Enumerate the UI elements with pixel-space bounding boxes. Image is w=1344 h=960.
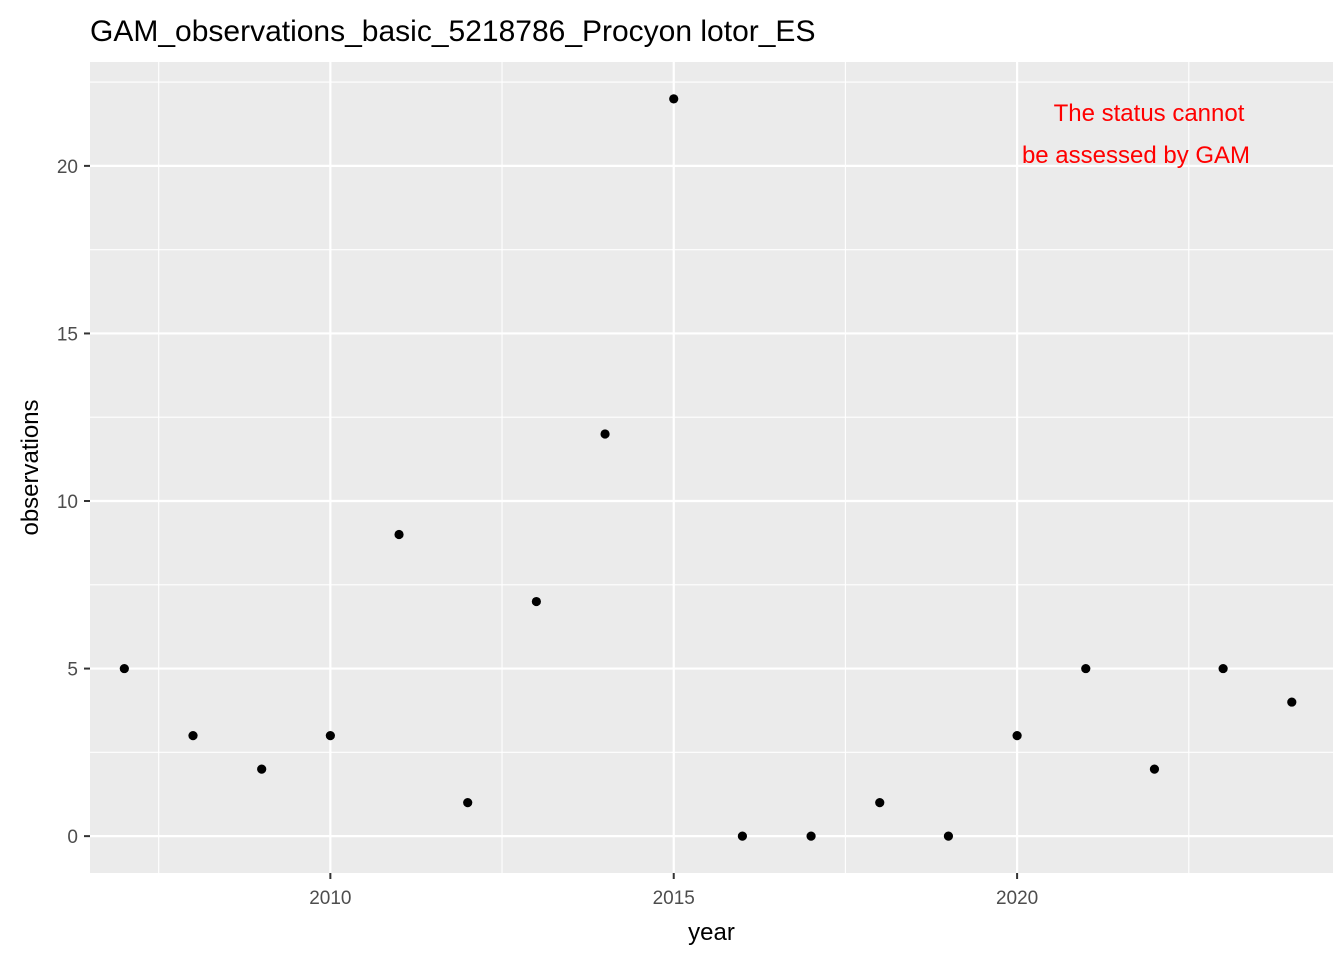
data-point (325, 730, 335, 741)
minor-gridlines (90, 62, 1333, 873)
data-point (943, 831, 954, 841)
plot-panel (90, 62, 1333, 873)
data-point (737, 831, 748, 841)
major-gridlines (90, 62, 1333, 873)
y-axis-label: observations (17, 399, 44, 535)
axis-ticks: 2010 2015 2020 0 5 10 15 20 (57, 157, 1038, 909)
data-point (188, 730, 198, 741)
data-point (1012, 730, 1022, 741)
data-point (394, 529, 404, 540)
data-points (119, 94, 1297, 841)
data-point (1287, 697, 1297, 707)
data-point (1149, 764, 1160, 774)
y-tick-label: 5 (67, 660, 78, 681)
y-tick-label: 0 (67, 827, 78, 848)
data-point (669, 94, 679, 104)
status-annotation-line-2: be assessed by GAM (1022, 142, 1250, 169)
data-point (531, 596, 541, 607)
data-point (119, 663, 129, 674)
x-axis-label: year (688, 919, 735, 946)
y-tick-label: 20 (57, 157, 78, 178)
chart-title: GAM_observations_basic_5218786_Procyon l… (90, 15, 815, 48)
data-point (463, 798, 473, 808)
y-tick-label: 10 (57, 492, 78, 513)
x-tick-label: 2020 (996, 888, 1038, 909)
data-point (600, 429, 610, 439)
data-point (875, 798, 885, 808)
y-tick-label: 15 (57, 324, 78, 345)
x-tick-label: 2010 (309, 888, 351, 909)
x-tick-label: 2015 (653, 888, 695, 909)
data-point (1218, 663, 1228, 674)
data-point (806, 831, 816, 841)
status-annotation-line-1: The status cannot (1054, 100, 1245, 127)
data-point (1081, 663, 1091, 674)
data-point (257, 764, 267, 774)
